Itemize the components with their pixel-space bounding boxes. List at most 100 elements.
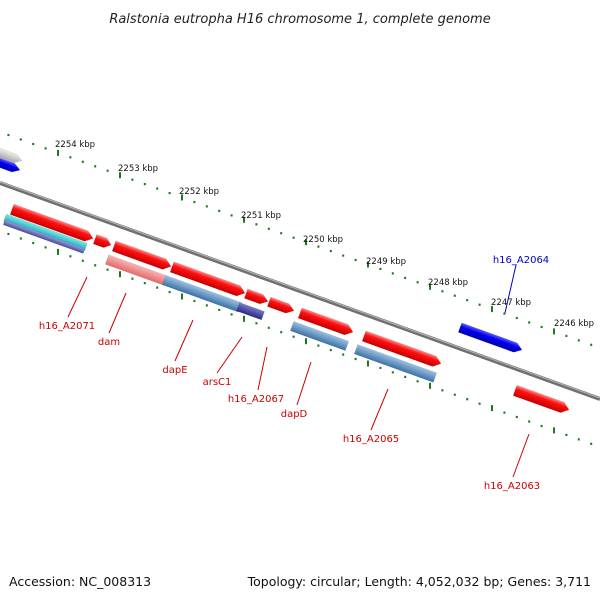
gene-dape[interactable]: dapE [162,365,187,376]
minor-tick [416,380,419,383]
major-tick [429,382,431,389]
gene-dapd[interactable]: dapD [281,409,308,420]
gene-h16-a2063[interactable]: h16_A2063 [484,481,540,492]
minor-tick [131,178,134,181]
gene-blue-left[interactable] [0,156,22,175]
minor-tick [81,160,84,163]
minor-tick [466,299,469,302]
leader-h16-a2071 [67,276,88,318]
minor-tick [218,308,221,311]
kbp-2250: 2250 kbp [303,235,343,245]
genome-summary-text: Topology: circular; Length: 4,052,032 bp… [247,574,591,589]
minor-tick [106,169,109,172]
minor-tick [168,291,171,294]
minor-tick [156,187,159,190]
minor-tick [69,255,72,258]
gene-small-red-1[interactable] [92,234,112,249]
minor-tick [69,156,72,159]
major-tick [181,194,183,201]
major-tick [57,248,59,255]
major-tick [243,315,245,322]
feature-dape[interactable] [161,274,243,313]
minor-tick [503,411,506,414]
minor-tick [329,250,332,253]
gene-red-6[interactable] [297,307,355,337]
minor-tick [404,375,407,378]
feature-h16-a2065[interactable] [353,344,438,383]
kbp-2251: 2251 kbp [241,211,281,221]
scale-ticks [7,133,593,445]
gene-h16-a2065[interactable]: h16_A2065 [343,434,399,445]
minor-tick [267,326,270,329]
feature-dapd[interactable] [289,321,350,351]
minor-tick [255,322,258,325]
major-tick [305,338,307,345]
minor-tick [577,438,580,441]
minor-tick [379,267,382,270]
gene-h16-a2064[interactable]: h16_A2064 [493,255,549,266]
minor-tick [7,133,10,137]
major-tick [491,405,493,412]
major-tick [553,328,555,335]
minor-tick [32,142,35,146]
major-tick [119,172,121,179]
chromosome-backbone [0,181,600,401]
minor-tick [391,371,394,374]
feature-cyan[interactable] [3,213,88,252]
kbp-2247: 2247 kbp [491,298,531,308]
gene-h16-a2067[interactable]: h16_A2067 [228,394,284,405]
minor-tick [94,264,97,267]
feature-dam[interactable] [104,254,169,286]
minor-tick [19,237,22,240]
minor-tick [342,254,345,257]
minor-tick [590,442,593,445]
gene-h16-a2071-feature[interactable] [9,203,95,244]
minor-tick [193,299,196,303]
minor-tick [193,200,196,204]
minor-tick [156,286,159,289]
gene-red-5[interactable] [266,296,295,315]
minor-tick [7,232,10,236]
minor-tick [503,312,506,315]
leader-dam [108,292,127,334]
gene-red-7[interactable] [361,330,443,369]
scale-labels: 2254 kbp 2253 kbp 2252 kbp 2251 kbp 2250… [55,140,594,329]
gene-h16-a2071[interactable]: h16_A2071 [39,321,95,332]
gene-h16-a2064-feature[interactable] [457,322,523,355]
minor-tick [143,183,146,186]
gene-red-4[interactable] [243,288,269,306]
gene-h16-a2063-feature[interactable] [512,384,571,415]
outer-tick-row [7,133,593,346]
leader-h16-a2063 [512,433,530,478]
leader-h16-a2064 [504,264,517,314]
minor-tick [292,335,295,338]
gene-red-3[interactable] [169,261,247,299]
minor-tick [280,232,283,235]
minor-tick [528,420,531,423]
minor-tick [44,246,47,249]
gene-red-2[interactable] [111,240,173,272]
major-tick [491,306,493,313]
minor-tick [577,339,580,342]
minor-tick [565,334,568,337]
gene-labels: h16_A2071 dam dapE arsC1 h16_A2067 dapD … [39,255,549,492]
minor-tick [168,192,171,195]
minor-tick [317,245,320,248]
minor-tick [218,209,221,212]
kbp-2252: 2252 kbp [179,187,219,197]
minor-tick [354,258,357,262]
minor-tick [515,415,518,419]
minor-tick [106,268,109,271]
gene-grey-top[interactable] [0,146,24,166]
feature-arsc1[interactable] [236,302,265,321]
major-tick [305,239,307,246]
feature-purple[interactable] [2,219,86,254]
gene-arsc1[interactable]: arsC1 [203,377,232,388]
minor-tick [540,325,543,329]
kbp-2248: 2248 kbp [428,278,468,288]
gene-dam[interactable]: dam [98,337,120,348]
major-tick [429,283,431,290]
minor-tick [466,398,469,401]
